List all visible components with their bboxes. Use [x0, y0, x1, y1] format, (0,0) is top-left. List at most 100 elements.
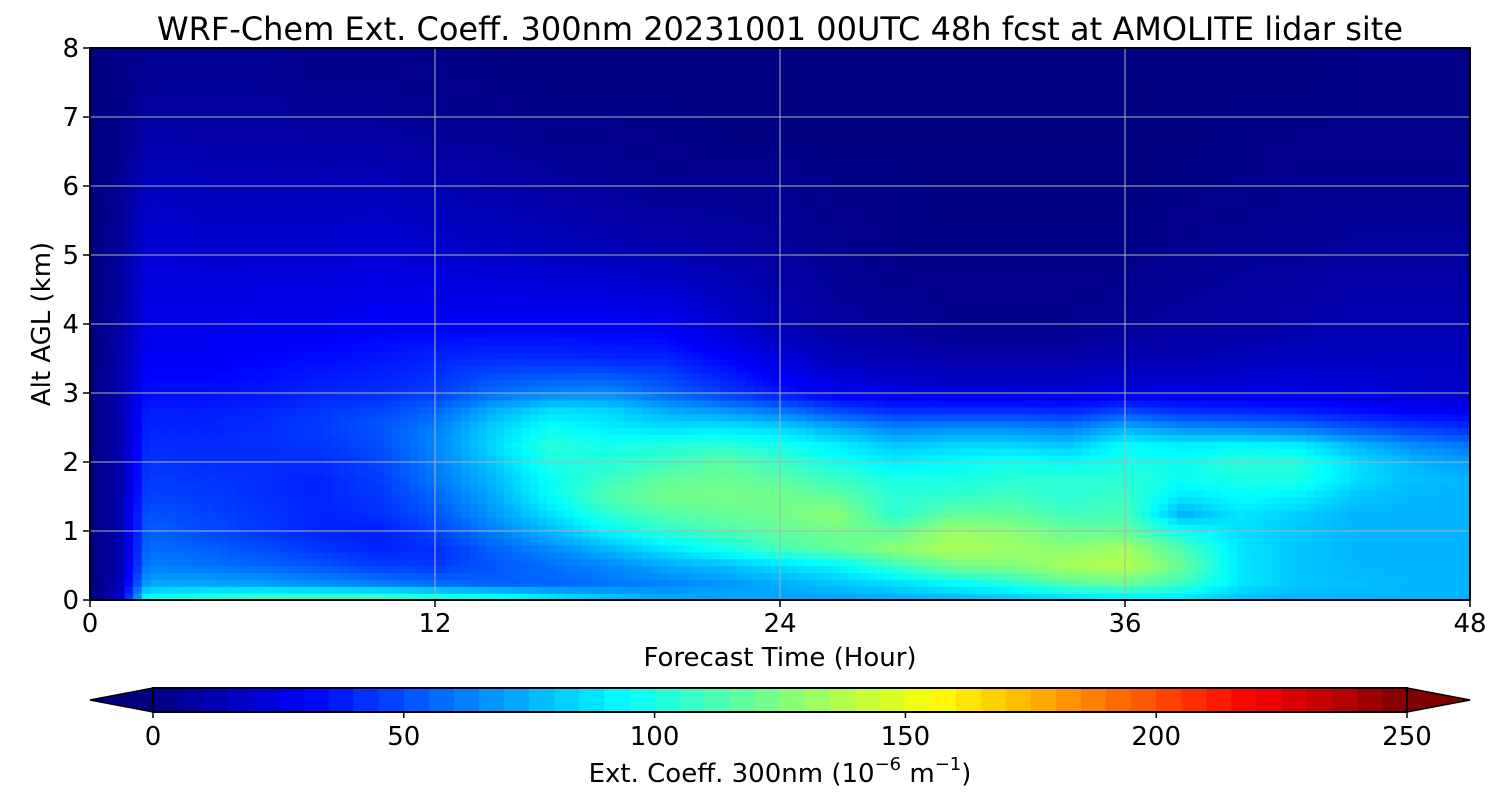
heatmap-cell: [1435, 475, 1445, 484]
heatmap-cell: [1418, 510, 1428, 518]
heatmap-cell: [512, 489, 522, 498]
heatmap-cell: [762, 572, 772, 580]
heatmap-cell: [279, 379, 289, 387]
heatmap-cell: [297, 475, 307, 484]
heatmap-cell: [935, 482, 945, 491]
heatmap-cell: [1332, 441, 1342, 449]
heatmap-cell: [262, 399, 272, 408]
heatmap-cell: [952, 510, 962, 518]
heatmap-cell: [1245, 579, 1255, 587]
heatmap-cell: [607, 489, 617, 498]
heatmap-cell: [624, 406, 634, 415]
heatmap-cell: [1392, 586, 1402, 594]
heatmap-cell: [633, 537, 643, 546]
heatmap-cell: [659, 399, 669, 408]
heatmap-cell: [754, 420, 764, 429]
heatmap-cell: [98, 434, 108, 442]
heatmap-cells: [90, 48, 1470, 600]
heatmap-cell: [1323, 544, 1333, 553]
heatmap-cell: [107, 524, 117, 532]
heatmap-cell: [780, 427, 790, 435]
heatmap-cell: [1159, 517, 1169, 525]
heatmap-cell: [1107, 475, 1117, 484]
heatmap-cell: [90, 593, 100, 600]
heatmap-cell: [883, 399, 893, 408]
heatmap-cell: [228, 544, 238, 553]
heatmap-cell: [926, 406, 936, 415]
heatmap-cell: [202, 593, 212, 600]
heatmap-cell: [193, 448, 203, 456]
heatmap-cell: [236, 386, 246, 394]
heatmap-cell: [478, 524, 488, 532]
heatmap-cell: [840, 399, 850, 408]
heatmap-cell: [1392, 386, 1402, 394]
heatmap-cell: [1090, 579, 1100, 587]
heatmap-cell: [184, 475, 195, 484]
heatmap-cell: [107, 462, 117, 470]
heatmap-cell: [762, 434, 772, 442]
heatmap-cell: [460, 579, 471, 587]
heatmap-cell: [1038, 475, 1048, 484]
heatmap-cell: [167, 413, 177, 422]
heatmap-cell: [1254, 399, 1264, 408]
heatmap-cell: [1185, 593, 1195, 600]
heatmap-cell: [366, 399, 376, 408]
heatmap-cell: [1185, 537, 1195, 546]
heatmap-cell: [1323, 489, 1333, 498]
heatmap-cell: [98, 468, 108, 477]
heatmap-cell: [762, 420, 772, 429]
heatmap-cell: [952, 558, 962, 567]
heatmap-cell: [297, 379, 307, 387]
heatmap-cell: [1357, 586, 1368, 594]
heatmap-cell: [926, 537, 936, 546]
heatmap-cell: [133, 510, 143, 518]
heatmap-cell: [452, 551, 462, 560]
heatmap-cell: [521, 524, 531, 532]
heatmap-cell: [1271, 551, 1281, 560]
heatmap-cell: [1021, 496, 1031, 504]
heatmap-cell: [900, 468, 910, 477]
heatmap-cell: [245, 565, 255, 573]
heatmap-cell: [512, 537, 522, 546]
heatmap-cell: [150, 579, 160, 587]
heatmap-cell: [892, 544, 902, 553]
heatmap-cell: [616, 510, 626, 518]
heatmap-cell: [236, 544, 246, 553]
heatmap-cell: [1176, 475, 1186, 484]
heatmap-cell: [228, 468, 238, 477]
heatmap-cell: [840, 510, 850, 518]
heatmap-cell: [1383, 413, 1393, 422]
heatmap-cell: [728, 517, 738, 525]
heatmap-cell: [538, 551, 548, 560]
heatmap-cell: [348, 524, 358, 532]
heatmap-cell: [745, 413, 755, 422]
heatmap-cell: [650, 475, 660, 484]
heatmap-cell: [1228, 531, 1238, 539]
heatmap-cell: [883, 434, 893, 442]
heatmap-cell: [1271, 455, 1281, 463]
heatmap-cell: [961, 393, 971, 401]
heatmap-cell: [219, 544, 229, 553]
heatmap-cell: [1297, 393, 1307, 401]
heatmap-cell: [797, 427, 807, 435]
heatmap-cell: [1271, 544, 1281, 553]
heatmap-cell: [305, 579, 315, 587]
heatmap-cell: [529, 434, 540, 442]
heatmap-cell: [193, 386, 203, 394]
heatmap-cell: [495, 586, 505, 594]
heatmap-cell: [391, 551, 402, 560]
heatmap-cell: [736, 537, 747, 546]
heatmap-cell: [1150, 558, 1161, 567]
heatmap-cell: [331, 434, 341, 442]
heatmap-cell: [1288, 593, 1299, 600]
heatmap-cell: [547, 531, 557, 539]
heatmap-cell: [133, 489, 143, 498]
heatmap-cell: [849, 537, 859, 546]
heatmap-cell: [1401, 489, 1411, 498]
heatmap-cell: [504, 579, 514, 587]
heatmap-cell: [788, 558, 798, 567]
heatmap-cell: [1461, 406, 1470, 415]
heatmap-cell: [935, 510, 945, 518]
heatmap-cell: [1245, 586, 1255, 594]
heatmap-cell: [728, 558, 738, 567]
